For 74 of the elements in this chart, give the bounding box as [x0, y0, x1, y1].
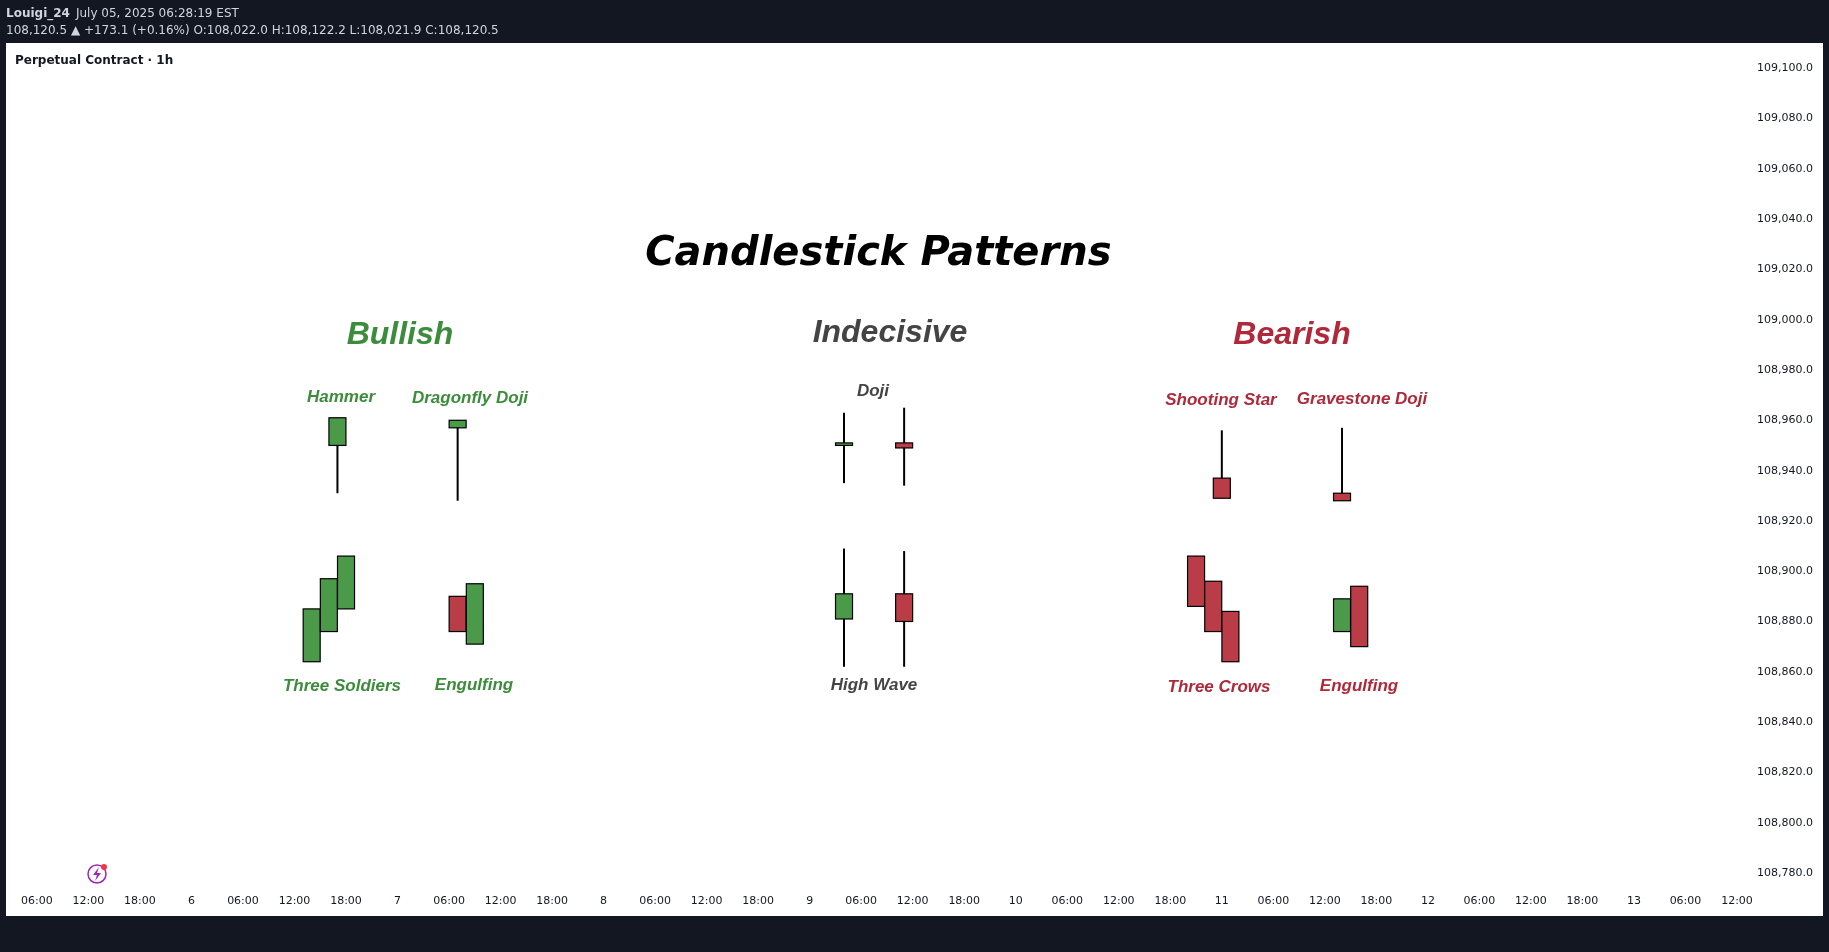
- x-tick-label: 12:00: [278, 894, 311, 907]
- candlestick: [1212, 429, 1231, 500]
- x-tick-label: 12:00: [896, 894, 929, 907]
- annotation: Hammer: [306, 387, 377, 407]
- x-tick-label: 18:00: [742, 894, 775, 907]
- annotation: Bullish: [346, 315, 454, 352]
- annotation: Three Crows: [1167, 677, 1271, 697]
- x-tick-label: 13: [1626, 894, 1641, 907]
- x-tick-label: 18:00: [536, 894, 568, 907]
- x-tick-label: 8: [600, 894, 608, 907]
- text: 108,120.5 ▲ +173.1 (+0.16%) O:108,022.0 H:108,122.2 L:108,021.9 C:108,120.5: [6, 23, 499, 37]
- annotation: Doji: [856, 381, 891, 401]
- y-tick-label: 108,800.0: [1757, 815, 1813, 829]
- x-tick-label: 06:00: [227, 894, 259, 907]
- x-tick-label: 12:00: [1721, 894, 1753, 907]
- y-tick-label: 108,980.0: [1757, 362, 1813, 376]
- x-tick-label: 18:00: [330, 894, 362, 907]
- y-tick-label: 109,040.0: [1757, 212, 1813, 226]
- x-tick-label: 12: [1420, 894, 1435, 907]
- x-tick-label: 9: [806, 894, 814, 907]
- x-tick-label: 12:00: [484, 894, 517, 907]
- annotation: Bearish: [1233, 315, 1351, 352]
- x-tick-label: 06:00: [1257, 894, 1290, 907]
- y-tick-label: 109,020.0: [1757, 262, 1813, 276]
- x-tick-label: 11: [1214, 894, 1229, 907]
- y-tick-label: 108,920.0: [1757, 513, 1813, 527]
- x-tick-label: 18:00: [948, 894, 981, 907]
- y-tick-label: 108,940.0: [1757, 463, 1813, 477]
- x-tick-label: 06:00: [639, 894, 671, 907]
- candlestick: [834, 411, 854, 485]
- x-tick-label: 12:00: [1309, 894, 1341, 907]
- y-tick-label: 108,900.0: [1757, 564, 1813, 578]
- annotation: Engulfing: [1319, 676, 1399, 696]
- y-tick-label: 109,100.0: [1757, 61, 1813, 75]
- text: Candlestick Patterns: [645, 228, 1112, 275]
- y-tick-label: 109,080.0: [1757, 111, 1813, 125]
- x-tick-label: 06:00: [21, 894, 53, 907]
- candlestick: [895, 406, 914, 487]
- annotation: High Wave: [830, 675, 918, 695]
- y-tick-label: 108,840.0: [1757, 715, 1813, 729]
- x-tick-label: 7: [394, 894, 402, 907]
- text: Perpetual Contract · 1h: [15, 53, 174, 67]
- text: Louigi_24: [6, 6, 70, 20]
- x-tick-label: 06:00: [1051, 894, 1084, 907]
- y-tick-label: 108,780.0: [1757, 866, 1813, 879]
- x-tick-label: 18:00: [1360, 894, 1393, 907]
- x-tick-label: 18:00: [1566, 894, 1599, 907]
- y-tick-label: 108,960.0: [1757, 413, 1813, 427]
- x-tick-label: 18:00: [124, 894, 156, 907]
- annotation: Gravestone Doji: [1296, 389, 1429, 409]
- annotation: Three Soldiers: [282, 676, 402, 696]
- x-tick-label: 10: [1008, 894, 1023, 907]
- y-tick-label: 109,000.0: [1757, 312, 1813, 326]
- candlestick: [448, 419, 467, 502]
- x-tick-label: 06:00: [433, 894, 465, 907]
- annotation: Shooting Star: [1165, 390, 1279, 410]
- x-tick-label: 12:00: [1515, 894, 1547, 907]
- candlestick: [1332, 426, 1352, 502]
- y-tick-label: 108,880.0: [1757, 614, 1813, 628]
- x-tick-label: 6: [187, 894, 195, 907]
- x-tick-label: 06:00: [845, 894, 878, 907]
- y-tick-label: 108,860.0: [1757, 664, 1813, 678]
- y-tick-label: 109,060.0: [1757, 161, 1813, 175]
- annotation: Indecisive: [812, 313, 968, 350]
- x-tick-label: 12:00: [690, 894, 723, 907]
- y-tick-label: 108,820.0: [1757, 765, 1813, 779]
- text: July 05, 2025 06:28:19 EST: [74, 6, 240, 20]
- x-tick-label: 12:00: [1102, 894, 1135, 907]
- x-tick-label: 06:00: [1463, 894, 1496, 907]
- x-tick-label: 12:00: [72, 894, 105, 907]
- x-tick-label: 06:00: [1669, 894, 1702, 907]
- annotation: Engulfing: [434, 675, 514, 695]
- annotation: Dragonfly Doji: [411, 388, 530, 408]
- x-tick-label: 18:00: [1154, 894, 1187, 907]
